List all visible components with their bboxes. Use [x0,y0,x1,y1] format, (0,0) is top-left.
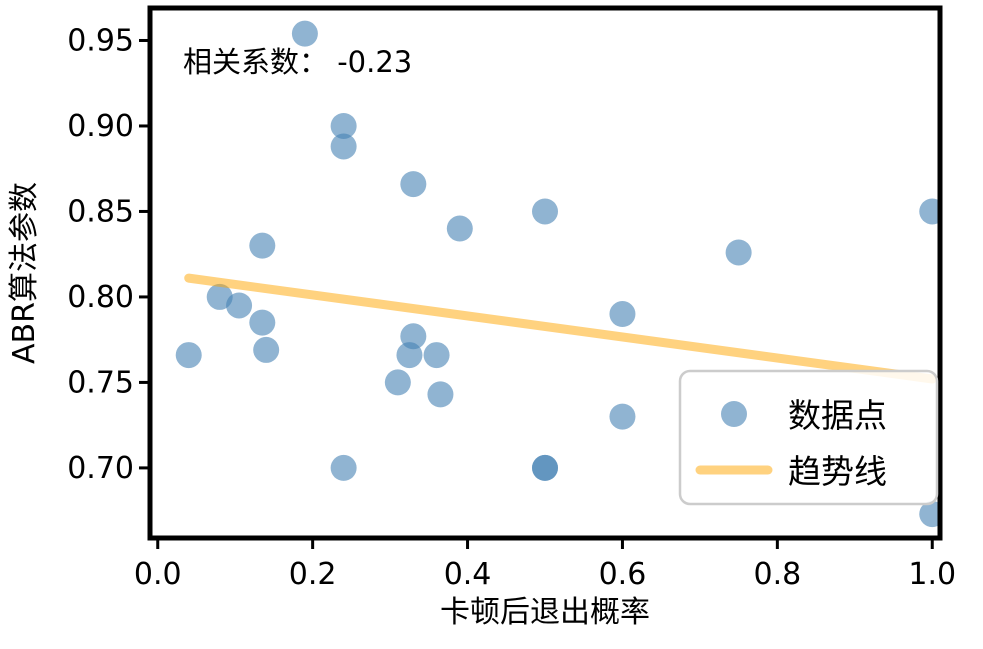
scatter-point [206,283,233,310]
trend-line-layer [184,273,937,384]
x-tick-label: 0.4 [444,557,492,592]
scatter-point [330,133,357,160]
scatter-point [249,232,276,259]
scatter-points [175,20,940,528]
scatter-point [291,20,318,47]
scatter-point [249,309,276,336]
scatter-point [330,112,357,139]
y-tick-label: 0.90 [67,109,134,144]
scatter-point [725,239,752,266]
scatter-point [423,342,450,369]
y-axis-title: ABR算法参数 [7,182,42,364]
x-tick-label: 0.0 [134,557,182,592]
x-axis-ticks: 0.0 0.2 0.4 0.6 0.8 1.0 [134,540,956,592]
scatter-point [330,454,357,481]
scatter-point [532,198,558,225]
plot-border [147,5,943,541]
scatter-point [609,301,636,328]
x-tick-label: 0.6 [599,557,647,592]
y-tick-label: 0.80 [67,280,134,315]
scatter-point [396,342,423,369]
x-tick-label: 1.0 [908,557,956,592]
x-tick-label: 0.2 [289,557,337,592]
scatter-point [400,171,427,198]
scatter-point [384,369,411,396]
y-axis-ticks: 0.70 0.75 0.80 0.85 0.90 0.95 [67,23,148,486]
legend-scatter-marker [721,401,747,427]
scatter-point [175,342,202,369]
scatter-point [609,403,636,430]
scatter-point [226,292,253,319]
y-tick-label: 0.75 [67,365,134,400]
x-axis-title: 卡顿后退出概率 [440,595,650,630]
scatter-point [532,454,558,481]
scatter-point [427,381,454,408]
trend-line [184,273,937,384]
scatter-point [446,215,473,242]
y-tick-label: 0.70 [67,451,134,486]
legend-line-label: 趋势线 [788,452,887,491]
y-tick-label: 0.95 [67,23,134,58]
legend-scatter-label: 数据点 [788,396,887,435]
y-tick-label: 0.85 [67,194,134,229]
scatter-point [919,198,940,225]
scatter-point [919,501,940,528]
legend: 数据点 趋势线 [678,369,939,506]
scatter-point [253,336,280,363]
correlation-annotation: 相关系数： -0.23 [183,45,412,79]
x-tick-label: 0.8 [753,557,801,592]
